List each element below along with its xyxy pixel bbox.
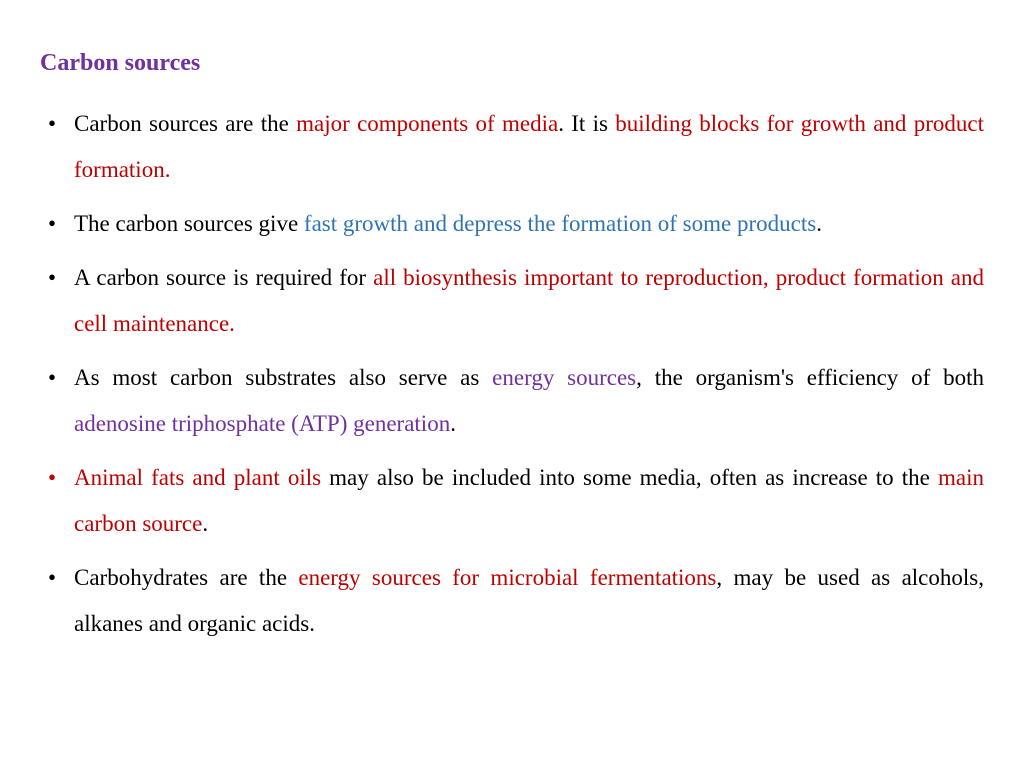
bullet-item: Carbohydrates are the energy sources for… xyxy=(40,555,984,647)
text-segment: energy sources for microbial fermentatio… xyxy=(298,565,716,590)
text-segment: may also be included into some media, of… xyxy=(321,465,938,490)
text-segment: . xyxy=(450,411,456,436)
text-segment: , the organism's efficiency of both xyxy=(636,365,984,390)
text-segment: A carbon source is required for xyxy=(74,265,373,290)
bullet-item: As most carbon substrates also serve as … xyxy=(40,355,984,447)
bullet-item: A carbon source is required for all bios… xyxy=(40,255,984,347)
text-segment: Carbohydrates are the xyxy=(74,565,298,590)
section-heading: Carbon sources xyxy=(40,50,984,77)
text-segment: adenosine triphosphate (ATP) generation xyxy=(74,411,450,436)
text-segment: energy sources xyxy=(492,365,636,390)
text-segment: As most carbon substrates also serve as xyxy=(74,365,492,390)
text-segment: The carbon sources give xyxy=(74,211,304,236)
text-segment: major components of media xyxy=(296,111,558,136)
text-segment: Carbon sources are the xyxy=(74,111,296,136)
text-segment: . xyxy=(202,511,208,536)
bullet-item: Animal fats and plant oils may also be i… xyxy=(40,455,984,547)
text-segment: fast growth and depress the formation of… xyxy=(304,211,816,236)
bullet-list: Carbon sources are the major components … xyxy=(40,101,984,647)
text-segment: . It is xyxy=(558,111,615,136)
bullet-item: The carbon sources give fast growth and … xyxy=(40,201,984,247)
text-segment: . xyxy=(816,211,822,236)
bullet-item: Carbon sources are the major components … xyxy=(40,101,984,193)
text-segment: Animal fats and plant oils xyxy=(74,465,321,490)
